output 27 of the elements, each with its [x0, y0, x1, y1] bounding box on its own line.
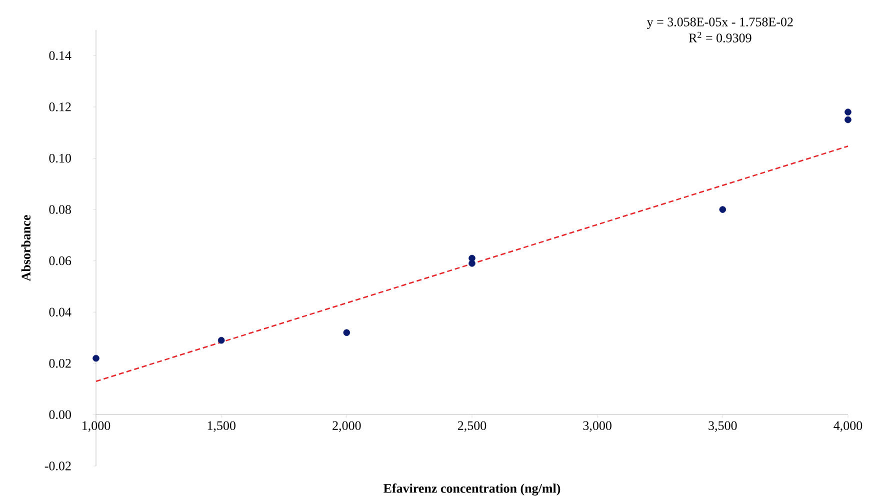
text: y = 3.058E-05x - 1.758E-02: [646, 18, 793, 30]
point: [844, 116, 852, 124]
point: [218, 336, 225, 344]
x-tick-label: 3,500: [708, 421, 737, 432]
point: [343, 329, 350, 336]
y-axis-title: Absorbance: [21, 215, 30, 282]
y-tick-label: 0.06: [49, 256, 72, 266]
x-tick-label: 1,000: [82, 421, 110, 432]
y-tick-label: 0.02: [49, 358, 71, 368]
y-tick-label: 0.12: [49, 102, 71, 112]
point: [468, 260, 476, 267]
y-tick-label: 0.10: [49, 154, 71, 163]
y-tick-label: -0.02: [44, 462, 71, 470]
y-tick-label: 0.04: [49, 308, 72, 317]
annotation: R$^{2}$ = 0.9309: [688, 32, 752, 42]
point: [719, 206, 726, 213]
x-tick-label: 1,500: [208, 421, 236, 432]
x-tick-label: 2,500: [458, 421, 486, 432]
x-tick-label: 3,000: [583, 421, 612, 432]
point: [92, 354, 100, 362]
x-tick-label: 4,000: [834, 421, 862, 432]
y-tick-label: 0.00: [49, 410, 71, 420]
point: [844, 108, 852, 116]
x-axis-title: Efavirenz concentration (ng/ml): [384, 484, 560, 496]
y-tick-label: 0.08: [49, 205, 71, 214]
y-tick-label: 0.14: [49, 51, 72, 60]
x-tick-label: 2,000: [332, 421, 361, 432]
